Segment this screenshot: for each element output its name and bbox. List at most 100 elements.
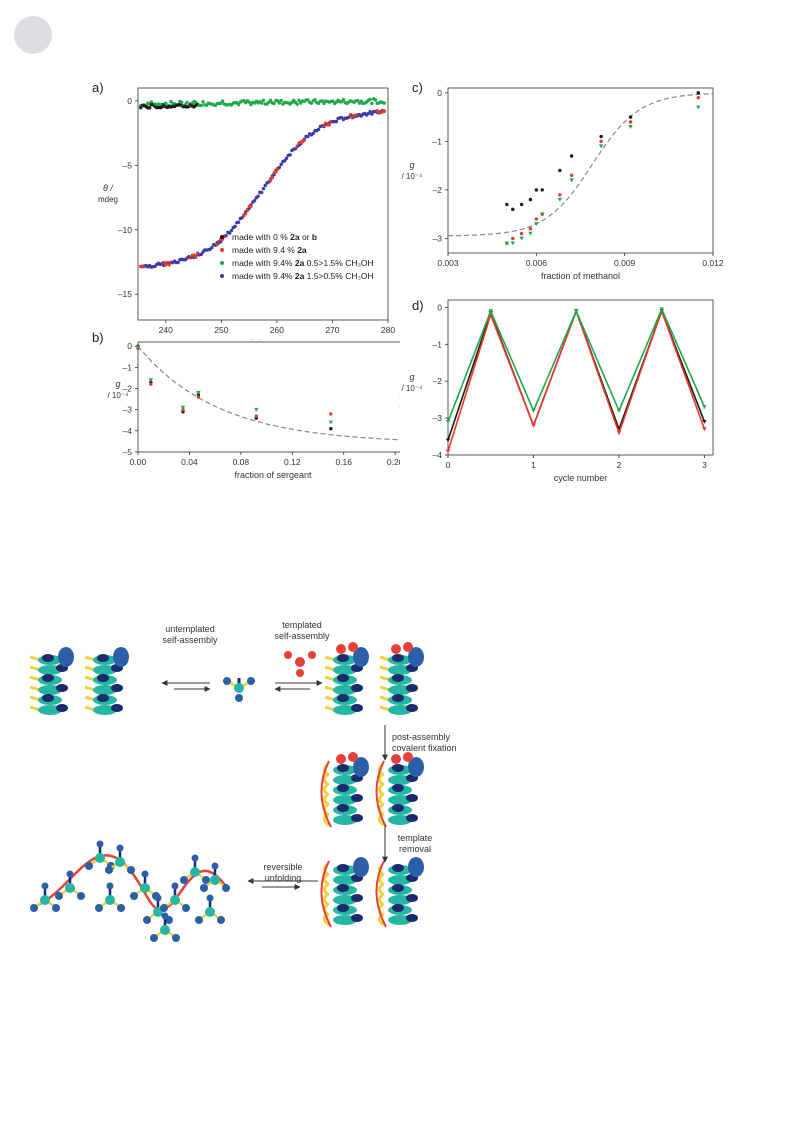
chart-c-point-red (511, 236, 515, 241)
helix-backbone-bead (406, 814, 418, 822)
helix-end-group (353, 757, 369, 777)
chart-c-point-red (599, 139, 603, 144)
chart-a-point-green (355, 98, 360, 103)
chart-c-ytick-label: 0 (437, 88, 442, 98)
panel-label-c: c) (412, 80, 423, 95)
helix-backbone-bead (111, 704, 123, 712)
monomer-end (106, 882, 114, 890)
helix-template-cap (403, 752, 413, 762)
chart-a-point-blue (263, 183, 267, 188)
helix-fixed-link (322, 783, 330, 797)
chart-a-point-blue (199, 252, 203, 257)
chart-a-point-green (236, 102, 241, 107)
helix-template-cap (348, 642, 358, 652)
chart-d-point-red (531, 423, 536, 428)
chart-a-point-blue (284, 156, 289, 160)
helix-covalent-backbone (375, 760, 387, 828)
chart-a-point-green (382, 101, 387, 105)
helix-backbone-bead (42, 694, 54, 702)
chart-a-point-blue (227, 231, 232, 235)
helix-backbone-bead (406, 704, 418, 712)
chart-c-point-red (628, 120, 633, 124)
chart-d-ylabel-unit: / 10⁻⁴ (401, 384, 423, 393)
chart-a-ylabel-unit: mdeg (98, 195, 118, 204)
equilibrium-arrows-templated (274, 680, 323, 692)
helix-backbone-bead (337, 884, 349, 892)
chart-b-series-red (136, 346, 400, 418)
label-templated: templated self-assembly (274, 620, 330, 641)
monomer-end (195, 916, 203, 924)
helix-backbone-bead (337, 864, 349, 872)
helix-core-disc (333, 875, 357, 885)
helix-templated-left (324, 642, 369, 715)
chart-a-point-green (268, 98, 273, 103)
helix-fixed-link (377, 883, 385, 897)
chart-c-xtick-label: 0.009 (614, 258, 636, 268)
chart-c-frame (447, 87, 714, 254)
monomer-end (116, 844, 124, 852)
helix-backbone-bead (406, 684, 418, 692)
helix-fixed-link (322, 893, 330, 907)
helix-core-disc (333, 895, 357, 905)
chart-d-ytick-label: –2 (433, 376, 443, 386)
helix-backbone-bead (42, 674, 54, 682)
helix-core-disc (388, 775, 412, 785)
helix-fixed-link (322, 793, 330, 807)
chart-d-ylabel: g (409, 372, 414, 382)
chart-b-xtick-label: 0.20 (387, 457, 400, 467)
chart-c-point-black (511, 207, 515, 212)
chart-a-legend-swatch (220, 248, 224, 252)
chart-a-legend-swatch (220, 274, 224, 278)
monomer-end (141, 870, 149, 878)
helix-backbone-bead (351, 684, 363, 692)
helix-fixed-link (377, 893, 385, 907)
monomer-end (52, 904, 60, 912)
monomer-end (172, 934, 180, 942)
chart-b-ytick-label: –2 (123, 384, 133, 394)
chart-a-point-red (249, 204, 253, 208)
chart-c-methanol: 0.003 0.006 0.009 0.012 0 –1 –2 –3 fraction of m… (401, 87, 724, 281)
monomer-end (182, 904, 190, 912)
monomer-red (284, 651, 316, 677)
helix-backbone-bead (111, 684, 123, 692)
chart-c-series-green (504, 105, 701, 246)
chart-d-ytick-label: –1 (433, 339, 443, 349)
helix-core-disc (388, 875, 412, 885)
helix-backbone-bead (351, 894, 363, 902)
chart-d-point-green (531, 408, 536, 413)
monomer-end (161, 912, 169, 920)
chart-d-point-green (445, 419, 451, 424)
monomer-end (127, 866, 135, 874)
chart-a-frame (137, 87, 389, 321)
chart-b-ytick-label: –3 (123, 405, 133, 415)
chart-c-ytick-label: –2 (433, 185, 443, 195)
monomer-core (105, 895, 115, 905)
chart-c-point-green (569, 178, 574, 183)
chart-a-point-blue (261, 186, 266, 191)
chart-a-point-green (373, 98, 378, 102)
helix-backbone-bead (337, 784, 349, 792)
chart-c-point-black (534, 188, 539, 192)
chart-d-ytick-label: –3 (433, 413, 443, 423)
chart-a-point-green (201, 100, 205, 104)
monomer-end (130, 892, 138, 900)
chart-b-point-red (254, 414, 258, 418)
chart-b-ylabel-unit: / 10⁻⁴ (107, 391, 129, 400)
helix-backbone-bead (42, 654, 54, 662)
chart-a-point-green (368, 97, 372, 102)
helix-backbone-bead (56, 704, 68, 712)
helix-fixed-left (320, 752, 369, 828)
chart-c-point-green (540, 212, 545, 217)
chart-b-point-green (196, 390, 201, 395)
chart-c-xtick-label: 0.012 (702, 258, 724, 268)
helix-end-group (408, 757, 424, 777)
monomer-end (217, 916, 225, 924)
chart-a-point-blue (306, 134, 310, 139)
chart-a-legend-swatch (220, 235, 224, 239)
helix-covalent-backbone (320, 760, 332, 828)
chart-d-point-green (659, 307, 664, 312)
helix-backbone-bead (392, 674, 404, 682)
helix-backbone-bead (392, 804, 404, 812)
panel-label-d: d) (412, 298, 424, 313)
chart-a-point-green (279, 98, 283, 103)
